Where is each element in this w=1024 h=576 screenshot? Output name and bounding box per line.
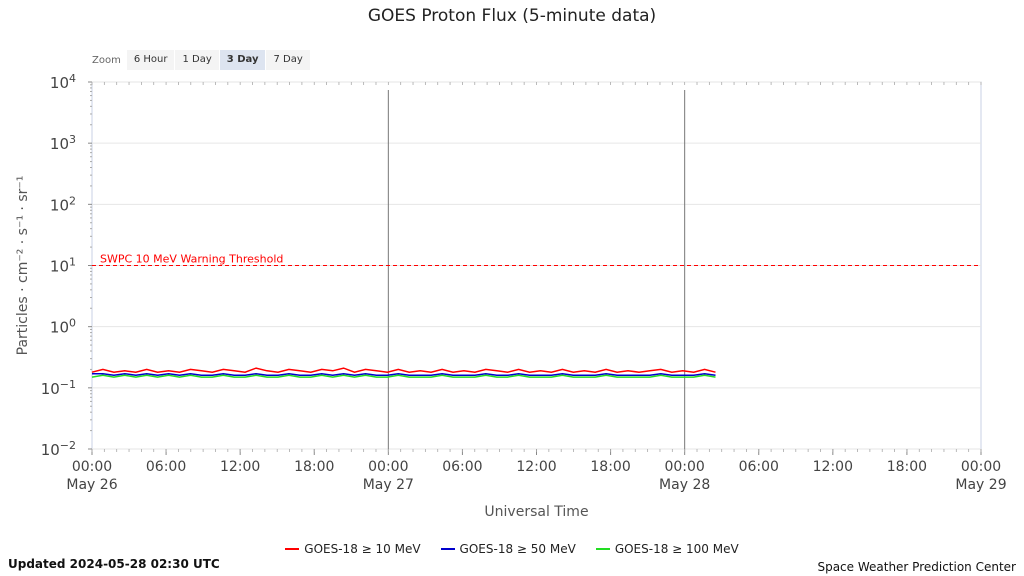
legend-swatch-50mev [440, 548, 455, 550]
zoom-1-day-button[interactable]: 1 Day [175, 50, 219, 70]
credit-text: Space Weather Prediction Center [817, 560, 1016, 574]
legend-label-50mev: GOES-18 ≥ 50 MeV [459, 542, 576, 556]
y-axis-title: Particles · cm⁻² · s⁻¹ · sr⁻¹ [15, 176, 31, 356]
y-tick-label: 101 [50, 256, 76, 276]
y-tick-label: 10−1 [41, 378, 76, 398]
x-date-label: May 29 [955, 477, 1006, 493]
x-tick-label: 12:00 [813, 459, 853, 475]
x-tick-label: 12:00 [516, 459, 556, 475]
x-tick-label: 00:00 [72, 459, 112, 475]
x-tick-label: 06:00 [739, 459, 779, 475]
series-line-50mev [92, 372, 716, 377]
x-tick-label: 18:00 [294, 459, 334, 475]
x-tick-label: 18:00 [590, 459, 630, 475]
legend-label-10mev: GOES-18 ≥ 10 MeV [304, 542, 421, 556]
y-tick-label: 104 [50, 72, 76, 92]
x-tick-label: 06:00 [146, 459, 186, 475]
legend-label-100mev: GOES-18 ≥ 100 MeV [614, 542, 739, 556]
x-tick-label: 00:00 [368, 459, 408, 475]
chart-title: GOES Proton Flux (5-minute data) [367, 6, 657, 26]
zoom-bar: Zoom 6 Hour 1 Day 3 Day 7 Day [92, 50, 311, 70]
x-tick-label: 06:00 [442, 459, 482, 475]
series-line-10mev [91, 367, 716, 373]
y-tick-label: 100 [50, 317, 76, 337]
zoom-label: Zoom [92, 54, 121, 66]
zoom-7-day-button[interactable]: 7 Day [266, 50, 310, 70]
legend-swatch-100mev [595, 548, 610, 550]
x-tick-label: 18:00 [887, 459, 927, 475]
zoom-3-day-button[interactable]: 3 Day [219, 50, 266, 70]
x-date-label: May 28 [659, 477, 710, 493]
x-tick-label: 00:00 [961, 459, 1001, 475]
warning-threshold-label: SWPC 10 MeV Warning Threshold [100, 253, 283, 266]
legend: GOES-18 ≥ 10 MeV GOES-18 ≥ 50 MeV GOES-1… [0, 542, 1024, 556]
legend-item-50mev[interactable]: GOES-18 ≥ 50 MeV [440, 542, 576, 556]
updated-timestamp: Updated 2024-05-28 02:30 UTC [8, 557, 220, 571]
x-date-label: May 27 [363, 477, 414, 493]
legend-item-100mev[interactable]: GOES-18 ≥ 100 MeV [595, 542, 739, 556]
y-tick-label: 102 [50, 194, 76, 214]
y-tick-label: 103 [50, 133, 76, 153]
legend-item-10mev[interactable]: GOES-18 ≥ 10 MeV [285, 542, 421, 556]
legend-swatch-10mev [285, 548, 300, 550]
x-date-label: May 26 [66, 477, 117, 493]
zoom-6-hour-button[interactable]: 6 Hour [126, 50, 175, 70]
x-tick-label: 00:00 [664, 459, 704, 475]
x-axis-title: Universal Time [484, 504, 588, 520]
y-tick-label: 10−2 [41, 439, 76, 459]
series-line-100mev [91, 374, 716, 378]
x-tick-label: 12:00 [220, 459, 260, 475]
